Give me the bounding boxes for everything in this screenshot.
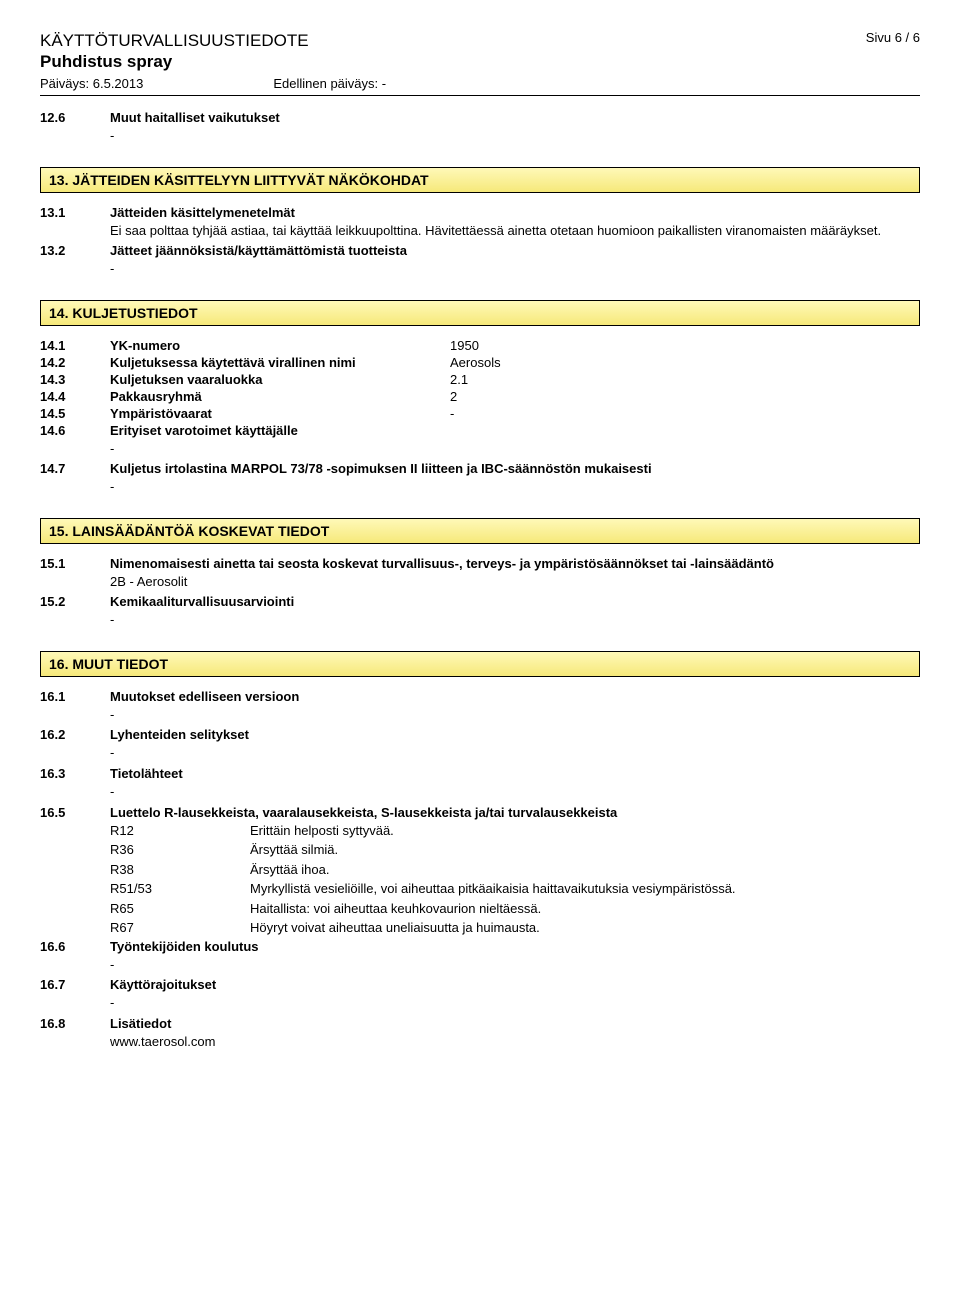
section-banner-15: 15. LAINSÄÄDÄNTÖÄ KOSKEVAT TIEDOT [40, 518, 920, 544]
section-num: 13.2 [40, 243, 110, 258]
section-label: Lisätiedot [110, 1016, 171, 1031]
section-body: - [110, 611, 920, 629]
section-num: 13.1 [40, 205, 110, 220]
section-num: 14.7 [40, 461, 110, 476]
section-body: - [110, 478, 920, 496]
section-num: 16.6 [40, 939, 110, 954]
r-phrase-row: R12Erittäin helposti syttyvää. [110, 822, 920, 840]
section-label: Käyttörajoitukset [110, 977, 216, 992]
section-label: Kuljetuksen vaaraluokka [110, 372, 450, 387]
section-label: Jätteiden käsittelymenetelmät [110, 205, 295, 220]
r-phrase-row: R51/53Myrkyllistä vesieliöille, voi aihe… [110, 880, 920, 898]
section-body: - [110, 706, 920, 724]
section-label: Erityiset varotoimet käyttäjälle [110, 423, 298, 438]
r-phrase-text: Haitallista: voi aiheuttaa keuhkovaurion… [250, 900, 920, 918]
section-label: Muutokset edelliseen versioon [110, 689, 299, 704]
section-body: - [110, 744, 920, 762]
r-phrase-row: R65Haitallista: voi aiheuttaa keuhkovaur… [110, 900, 920, 918]
section-label: Ympäristövaarat [110, 406, 450, 421]
section-body: Ei saa polttaa tyhjää astiaa, tai käyttä… [110, 222, 920, 240]
section-body: - [110, 956, 920, 974]
r-phrase-text: Ärsyttää ihoa. [250, 861, 920, 879]
r-phrase-row: R36Ärsyttää silmiä. [110, 841, 920, 859]
section-banner-14: 14. KULJETUSTIEDOT [40, 300, 920, 326]
section-body: - [110, 127, 920, 145]
section-num: 15.2 [40, 594, 110, 609]
section-num: 16.7 [40, 977, 110, 992]
r-phrase-code: R38 [110, 861, 250, 879]
section-num: 14.2 [40, 355, 110, 370]
section-value: 2.1 [450, 372, 920, 387]
section-num: 16.5 [40, 805, 110, 820]
date-previous: Edellinen päiväys: - [273, 76, 386, 91]
header-divider [40, 95, 920, 96]
section-label: YK-numero [110, 338, 450, 353]
section-num: 16.2 [40, 727, 110, 742]
section-label: Työntekijöiden koulutus [110, 939, 259, 954]
section-label: Kuljetuksessa käytettävä virallinen nimi [110, 355, 450, 370]
r-phrase-code: R67 [110, 919, 250, 937]
section-label: Nimenomaisesti ainetta tai seosta koskev… [110, 556, 774, 571]
section-num: 14.4 [40, 389, 110, 404]
section-value: 1950 [450, 338, 920, 353]
section-label: Muut haitalliset vaikutukset [110, 110, 280, 125]
section-num: 16.3 [40, 766, 110, 781]
section-num: 16.8 [40, 1016, 110, 1031]
section-value: 2 [450, 389, 920, 404]
date-current: Päiväys: 6.5.2013 [40, 76, 143, 91]
section-num: 14.5 [40, 406, 110, 421]
r-phrase-list: R12Erittäin helposti syttyvää.R36Ärsyttä… [40, 822, 920, 937]
section-label: Kemikaaliturvallisuusarviointi [110, 594, 294, 609]
section-body: - [110, 994, 920, 1012]
section-num: 14.6 [40, 423, 110, 438]
section-label: Pakkausryhmä [110, 389, 450, 404]
section-label: Tietolähteet [110, 766, 183, 781]
page-number: Sivu 6 / 6 [866, 30, 920, 45]
r-phrase-text: Ärsyttää silmiä. [250, 841, 920, 859]
section-value: Aerosols [450, 355, 920, 370]
r-phrase-row: R67Höyryt voivat aiheuttaa uneliaisuutta… [110, 919, 920, 937]
r-phrase-code: R36 [110, 841, 250, 859]
r-phrase-code: R65 [110, 900, 250, 918]
product-name: Puhdistus spray [40, 52, 920, 72]
section-num: 12.6 [40, 110, 110, 125]
r-phrase-code: R12 [110, 822, 250, 840]
r-phrase-text: Myrkyllistä vesieliöille, voi aiheuttaa … [250, 880, 920, 898]
r-phrase-text: Höyryt voivat aiheuttaa uneliaisuutta ja… [250, 919, 920, 937]
r-phrase-code: R51/53 [110, 880, 250, 898]
section-body: - [110, 260, 920, 278]
section-num: 16.1 [40, 689, 110, 704]
section-body: - [110, 440, 920, 458]
section-num: 15.1 [40, 556, 110, 571]
section-num: 14.1 [40, 338, 110, 353]
section-body: 2B - Aerosolit [110, 573, 920, 591]
section-label: Luettelo R-lausekkeista, vaaralausekkeis… [110, 805, 617, 820]
r-phrase-text: Erittäin helposti syttyvää. [250, 822, 920, 840]
section-label: Kuljetus irtolastina MARPOL 73/78 -sopim… [110, 461, 652, 476]
section-num: 14.3 [40, 372, 110, 387]
doc-title: KÄYTTÖTURVALLISUUSTIEDOTE [40, 30, 920, 52]
section-label: Jätteet jäännöksistä/käyttämättömistä tu… [110, 243, 407, 258]
section-value: - [450, 406, 920, 421]
section-banner-13: 13. JÄTTEIDEN KÄSITTELYYN LIITTYVÄT NÄKÖ… [40, 167, 920, 193]
section-body: www.taerosol.com [110, 1033, 920, 1051]
section-body: - [110, 783, 920, 801]
r-phrase-row: R38Ärsyttää ihoa. [110, 861, 920, 879]
section-banner-16: 16. MUUT TIEDOT [40, 651, 920, 677]
section-label: Lyhenteiden selitykset [110, 727, 249, 742]
